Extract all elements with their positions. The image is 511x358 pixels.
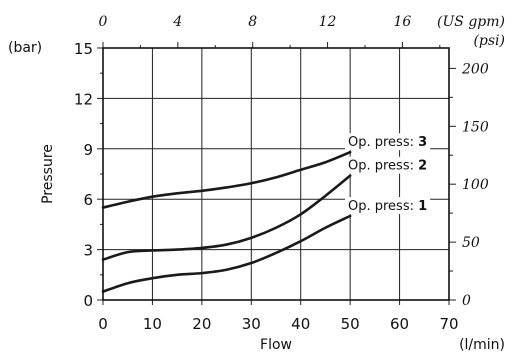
curve-label-background — [345, 156, 431, 174]
secondary-x-tick-label: 8 — [248, 14, 257, 30]
secondary-x-unit: (US gpm) — [437, 14, 505, 30]
x-tick-label: 40 — [291, 315, 310, 333]
curve-label-background — [345, 197, 431, 214]
curve-label-number: 1 — [418, 199, 427, 214]
secondary-x-tick-label: 0 — [99, 14, 108, 30]
x-tick-label: 30 — [242, 315, 261, 333]
x-tick-label: 70 — [439, 315, 458, 333]
curve-label-op-press-3: Op. press: 3 — [348, 135, 427, 150]
secondary-y-unit: (psi) — [473, 33, 505, 49]
y-tick-label: 15 — [74, 40, 93, 58]
curve-label-number: 3 — [418, 135, 427, 150]
y-tick-label: 3 — [83, 242, 93, 260]
axes-frame — [102, 47, 450, 301]
grid — [97, 42, 456, 305]
y-tick-label: 0 — [83, 292, 93, 310]
curve-label-op-press-2: Op. press: 2 — [348, 159, 427, 174]
curve-labels: Op. press: 3 Op. press: 2 Op. press: 1 — [345, 133, 431, 214]
x-tick-label: 20 — [192, 315, 211, 333]
secondary-y-tick-label: 50 — [462, 235, 480, 251]
y-tick-label: 12 — [74, 90, 93, 108]
x-tick-label: 60 — [390, 315, 409, 333]
plot-frame — [102, 47, 450, 301]
curve-op-press-3 — [101, 150, 352, 209]
y-tick-label: 6 — [83, 191, 93, 209]
curve-op-press-2 — [101, 174, 352, 261]
y-tick-label: 9 — [83, 141, 93, 159]
secondary-x-tick-label: 16 — [393, 14, 411, 30]
curves — [101, 150, 352, 293]
secondary-y-tick-label: 150 — [462, 119, 489, 135]
x-axis-unit: (l/min) — [459, 337, 505, 353]
curve-label-op-press-1: Op. press: 1 — [348, 199, 427, 214]
curve-op-press-1 — [101, 214, 352, 293]
y-axis-unit: (bar) — [8, 40, 42, 56]
curve-label-background — [345, 133, 431, 151]
x-tick-label: 50 — [341, 315, 360, 333]
secondary-x-tick-label: 4 — [172, 14, 182, 30]
x-axis-label: Flow — [260, 337, 292, 353]
secondary-x-tick-label: 12 — [319, 14, 337, 30]
curve-label-number: 2 — [418, 159, 427, 174]
x-tick-label: 0 — [98, 315, 108, 333]
x-tick-label: 10 — [143, 315, 162, 333]
secondary-y-tick-label: 200 — [461, 61, 489, 77]
secondary-y-tick-label: 0 — [462, 293, 471, 309]
y-axis-label: Pressure — [40, 144, 56, 204]
secondary-y-tick-label: 100 — [462, 177, 489, 193]
